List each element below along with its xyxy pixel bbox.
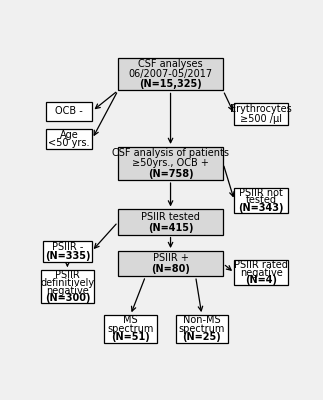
FancyBboxPatch shape xyxy=(41,270,94,303)
Text: <50 yrs.: <50 yrs. xyxy=(48,138,90,148)
Text: ≥50yrs., OCB +: ≥50yrs., OCB + xyxy=(132,158,209,168)
FancyBboxPatch shape xyxy=(234,260,288,286)
FancyBboxPatch shape xyxy=(234,103,288,125)
Text: (N=335): (N=335) xyxy=(45,251,90,261)
FancyBboxPatch shape xyxy=(118,251,223,276)
FancyBboxPatch shape xyxy=(46,129,92,149)
Text: Age: Age xyxy=(60,130,78,140)
Text: Erythrocytes: Erythrocytes xyxy=(230,104,292,114)
Text: tested: tested xyxy=(246,196,277,206)
Text: (N=300): (N=300) xyxy=(45,293,90,303)
Text: CSF analyses: CSF analyses xyxy=(138,59,203,69)
Text: spectrum: spectrum xyxy=(179,324,225,334)
FancyBboxPatch shape xyxy=(118,147,223,180)
Text: PSIIR rated: PSIIR rated xyxy=(234,260,288,270)
Text: 06/2007-05/2017: 06/2007-05/2017 xyxy=(129,69,213,79)
Text: (N=25): (N=25) xyxy=(182,332,221,342)
Text: PSIIR tested: PSIIR tested xyxy=(141,212,200,222)
Text: negative: negative xyxy=(240,268,283,278)
FancyBboxPatch shape xyxy=(118,58,223,90)
Text: (N=80): (N=80) xyxy=(151,264,190,274)
FancyBboxPatch shape xyxy=(118,209,223,235)
Text: (N=415): (N=415) xyxy=(148,222,193,232)
Text: Non-MS: Non-MS xyxy=(183,316,221,326)
Text: ≥500 /µl: ≥500 /µl xyxy=(240,114,282,124)
Text: PSIIR: PSIIR xyxy=(55,270,80,280)
Text: (N=4): (N=4) xyxy=(245,276,277,286)
FancyBboxPatch shape xyxy=(43,241,92,262)
FancyBboxPatch shape xyxy=(46,102,92,121)
Text: (N=15,325): (N=15,325) xyxy=(139,79,202,89)
Text: MS: MS xyxy=(123,316,138,326)
FancyBboxPatch shape xyxy=(104,315,157,343)
Text: PSIIR not: PSIIR not xyxy=(239,188,283,198)
Text: PSIIR -: PSIIR - xyxy=(52,242,83,252)
Text: CSF analysis of patients: CSF analysis of patients xyxy=(112,148,229,158)
Text: (N=758): (N=758) xyxy=(148,168,193,178)
Text: (N=51): (N=51) xyxy=(111,332,150,342)
Text: PSIIR +: PSIIR + xyxy=(152,253,189,263)
Text: OCB -: OCB - xyxy=(55,106,83,116)
FancyBboxPatch shape xyxy=(234,188,288,213)
Text: spectrum: spectrum xyxy=(107,324,154,334)
Text: negative: negative xyxy=(46,286,89,296)
Text: definitively: definitively xyxy=(40,278,94,288)
FancyBboxPatch shape xyxy=(176,315,228,343)
Text: (N=343): (N=343) xyxy=(238,203,284,213)
